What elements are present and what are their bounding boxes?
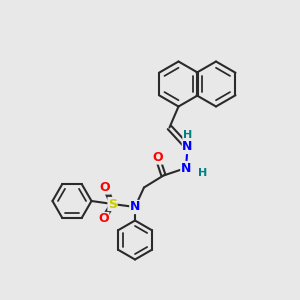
Text: O: O: [152, 151, 163, 164]
Text: N: N: [130, 200, 140, 214]
Text: O: O: [100, 181, 110, 194]
Text: S: S: [108, 197, 117, 211]
Text: O: O: [98, 212, 109, 226]
Text: H: H: [183, 130, 192, 140]
Text: N: N: [181, 161, 191, 175]
Text: H: H: [198, 167, 207, 178]
Text: N: N: [182, 140, 193, 154]
